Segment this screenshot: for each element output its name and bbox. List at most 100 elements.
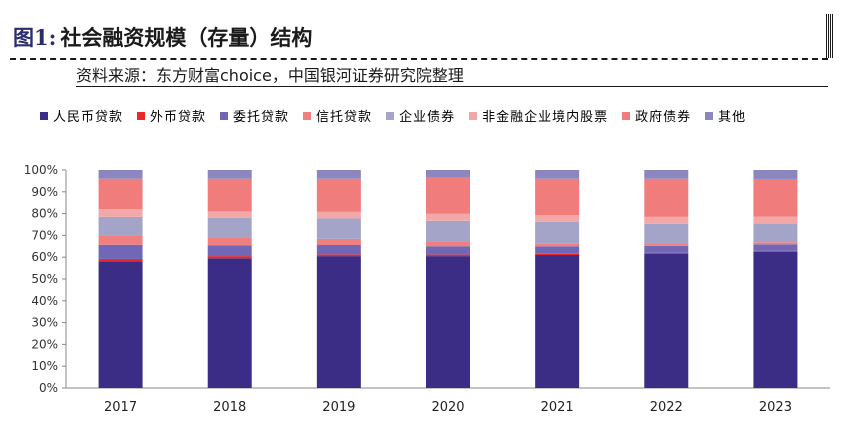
bar-segment — [426, 241, 470, 247]
legend-swatch — [303, 111, 312, 120]
bar-segment — [535, 253, 580, 256]
legend-swatch — [137, 111, 146, 120]
bar-segment — [316, 170, 361, 179]
bar-segment — [207, 170, 252, 179]
source-divider — [76, 86, 828, 87]
legend-item: 人民币贷款 — [40, 106, 123, 125]
legend-item: 外币贷款 — [137, 106, 206, 125]
legend-label: 委托贷款 — [233, 110, 290, 125]
bar-segment — [207, 178, 252, 212]
legend-item: 政府债券 — [622, 106, 691, 125]
bar-segment — [644, 178, 689, 217]
bar-segment — [207, 217, 252, 238]
bar-segment — [644, 243, 689, 246]
bar-segment — [426, 254, 470, 257]
bar-segment — [753, 223, 798, 243]
bar-segment — [316, 254, 361, 257]
bar-segment — [98, 261, 143, 388]
bar-segment — [426, 170, 470, 178]
bar-segment — [535, 170, 580, 179]
bar-segment — [207, 256, 252, 259]
x-tick-label: 2020 — [431, 400, 464, 415]
y-tick-label: 60% — [31, 250, 58, 264]
bar-segment — [753, 250, 798, 252]
legend-swatch — [622, 111, 631, 120]
x-tick-label: 2019 — [322, 400, 355, 415]
figure-title-text: 社会融资规模（存量）结构 — [60, 25, 313, 50]
legend-item: 其他 — [705, 106, 746, 125]
bar-segment — [207, 211, 252, 218]
bar-segment — [316, 178, 361, 212]
bar-segment — [644, 245, 689, 253]
y-tick-label: 40% — [31, 294, 58, 308]
bar-segment — [98, 235, 143, 245]
y-tick-label: 80% — [31, 207, 58, 221]
bar-segment — [535, 178, 580, 216]
legend-label: 信托贷款 — [316, 110, 373, 125]
bar-segment — [644, 253, 689, 388]
legend-swatch — [386, 111, 395, 120]
bar-segment — [644, 170, 689, 179]
legend-swatch — [40, 111, 48, 120]
bar-segment — [98, 216, 143, 236]
legend-label: 人民币贷款 — [53, 110, 124, 125]
bar-segment — [316, 218, 361, 239]
figure-label: 图1: — [13, 25, 57, 50]
bar-segment — [753, 216, 798, 224]
bar-segment — [98, 170, 143, 179]
x-tick-label: 2023 — [759, 400, 792, 415]
y-tick-label: 30% — [31, 316, 58, 330]
bar-segment — [98, 244, 143, 259]
x-tick-label: 2022 — [650, 400, 683, 415]
legend-label: 企业债券 — [399, 110, 456, 125]
title-divider — [10, 58, 828, 60]
legend-item: 委托贷款 — [220, 106, 289, 125]
bar-segment — [316, 211, 361, 219]
bar-segment — [98, 178, 143, 210]
bar-segment — [426, 213, 470, 221]
bar-segment — [535, 221, 580, 244]
y-tick-label: 70% — [31, 228, 58, 242]
source-note: 资料来源：东方财富choice，中国银河证券研究院整理 — [76, 66, 464, 85]
legend-item: 企业债券 — [386, 106, 455, 125]
y-tick-label: 10% — [31, 359, 58, 373]
bar-segment — [316, 238, 361, 245]
bar-segment — [535, 246, 580, 254]
legend-label: 政府债券 — [635, 110, 692, 125]
bar-segment — [207, 237, 252, 246]
y-tick-label: 50% — [31, 272, 58, 286]
y-tick-label: 100% — [24, 163, 58, 177]
bar-segment — [753, 178, 798, 217]
bar-segment — [535, 215, 580, 222]
legend-item: 非金融企业境内股票 — [469, 106, 608, 125]
title-edge-decoration — [826, 14, 834, 58]
y-tick-label: 90% — [31, 185, 58, 199]
x-tick-label: 2021 — [541, 400, 574, 415]
y-tick-label: 0% — [39, 381, 58, 395]
bar-segment — [753, 242, 798, 245]
figure-title: 图1: 社会融资规模（存量）结构 — [13, 22, 312, 52]
x-tick-label: 2017 — [104, 400, 137, 415]
bar-segment — [426, 177, 470, 214]
bar-segment — [316, 244, 361, 255]
bar-segment — [98, 258, 143, 262]
bar-segment — [98, 209, 143, 217]
y-tick-label: 20% — [31, 337, 58, 351]
bar-segment — [426, 220, 470, 242]
bar-segment — [426, 246, 470, 255]
x-tick-label: 2018 — [213, 400, 246, 415]
bar-segment — [207, 258, 252, 388]
bar-segment — [426, 256, 470, 388]
bar-segment — [535, 243, 580, 247]
legend-item: 信托贷款 — [303, 106, 372, 125]
chart-legend: 人民币贷款 外币贷款 委托贷款 信托贷款 企业债券 非金融企业境内股票 政府债券 其他 — [40, 106, 746, 125]
bar-segment — [207, 245, 252, 257]
bar-segment — [753, 251, 798, 388]
stacked-bar-chart: 0% 10% 20% 30% 40% 50% 60% 70% 80% 90% 100% 2017 201… — [24, 163, 830, 415]
bar-segment — [644, 223, 689, 244]
legend-swatch — [469, 111, 478, 120]
bar-segment — [753, 244, 798, 251]
bar-segment — [316, 256, 361, 388]
legend-swatch — [705, 111, 714, 120]
legend-swatch — [220, 111, 229, 120]
